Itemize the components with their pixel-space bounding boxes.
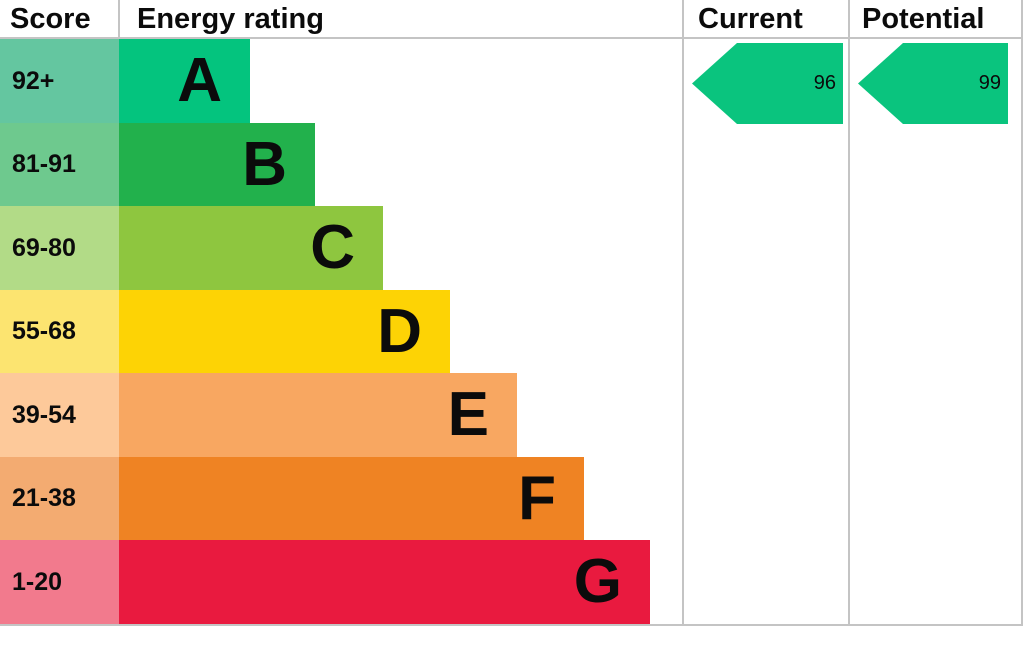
band-bar-c: C: [119, 206, 383, 290]
current-potential-column-divider: [848, 0, 850, 626]
band-bar-f: F: [119, 457, 584, 540]
score-range-a: 92+: [0, 39, 119, 123]
chart-bottom-divider: [0, 624, 1023, 626]
band-bar-a: A: [119, 39, 250, 123]
potential-rating-value: 99: [978, 72, 1001, 94]
score-range-e: 39-54: [0, 373, 119, 457]
band-bar-b: B: [119, 123, 315, 206]
band-rows: 92+ A 81-91 B 69-80 C 55-68 D 39-54 E 21…: [0, 39, 1024, 624]
header-bottom-divider: [0, 37, 1023, 39]
energy-current-column-divider: [682, 0, 684, 626]
score-range-g: 1-20: [0, 540, 119, 624]
band-bar-d: D: [119, 290, 450, 373]
energy-rating-column-header: Energy rating: [137, 2, 324, 35]
score-energy-column-divider: [118, 0, 120, 39]
score-column-header: Score: [10, 2, 91, 35]
band-bar-e: E: [119, 373, 517, 457]
potential-column-header: Potential: [862, 2, 985, 35]
current-column-header: Current: [698, 2, 803, 35]
score-range-b: 81-91: [0, 123, 119, 206]
band-row-a: 92+ A: [0, 39, 1024, 123]
band-row-d: 55-68 D: [0, 290, 1024, 373]
chart-right-border: [1021, 0, 1023, 626]
band-row-c: 69-80 C: [0, 206, 1024, 290]
band-row-g: 1-20 G: [0, 540, 1024, 624]
current-rating-value: 96: [813, 72, 836, 94]
score-range-d: 55-68: [0, 290, 119, 373]
score-range-f: 21-38: [0, 457, 119, 540]
band-row-e: 39-54 E: [0, 373, 1024, 457]
band-row-f: 21-38 F: [0, 457, 1024, 540]
band-bar-g: G: [119, 540, 650, 624]
band-row-b: 81-91 B: [0, 123, 1024, 206]
score-range-c: 69-80: [0, 206, 119, 290]
